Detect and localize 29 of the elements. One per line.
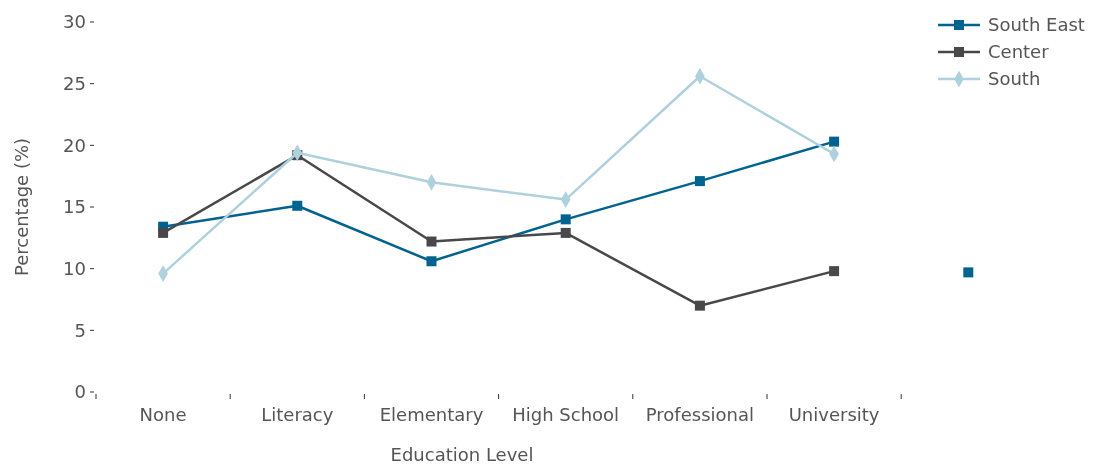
point [829,266,840,277]
legend-label: South East [988,14,1085,36]
point [292,200,303,211]
y-tick-label: 10 [63,257,86,279]
x-axis-title: Education Level [390,444,534,465]
x-tick-label: Professional [645,404,754,425]
y-tick-label: 5 [74,319,86,341]
point [426,256,437,267]
point [560,227,571,238]
x-tick-label: Literacy [261,404,334,425]
x-tick-label: High School [512,404,620,425]
y-axis-title: Percentage (%) [11,137,32,277]
y-tick-label: 20 [63,134,86,156]
y-tick-label: 25 [63,72,86,94]
x-tick-label: None [139,404,187,425]
point [426,236,437,247]
legend-label: Center [988,41,1050,63]
point [829,136,840,147]
y-tick-label: 30 [63,11,86,33]
point [158,227,169,238]
point [694,300,705,311]
legend-label: South [988,68,1041,90]
point [560,214,571,225]
point [694,176,705,187]
x-tick-label: University [788,404,880,425]
y-tick-label: 15 [63,196,86,218]
y-tick-label: 0 [74,381,86,403]
x-tick-label: Elementary [379,404,484,425]
point [963,267,974,278]
